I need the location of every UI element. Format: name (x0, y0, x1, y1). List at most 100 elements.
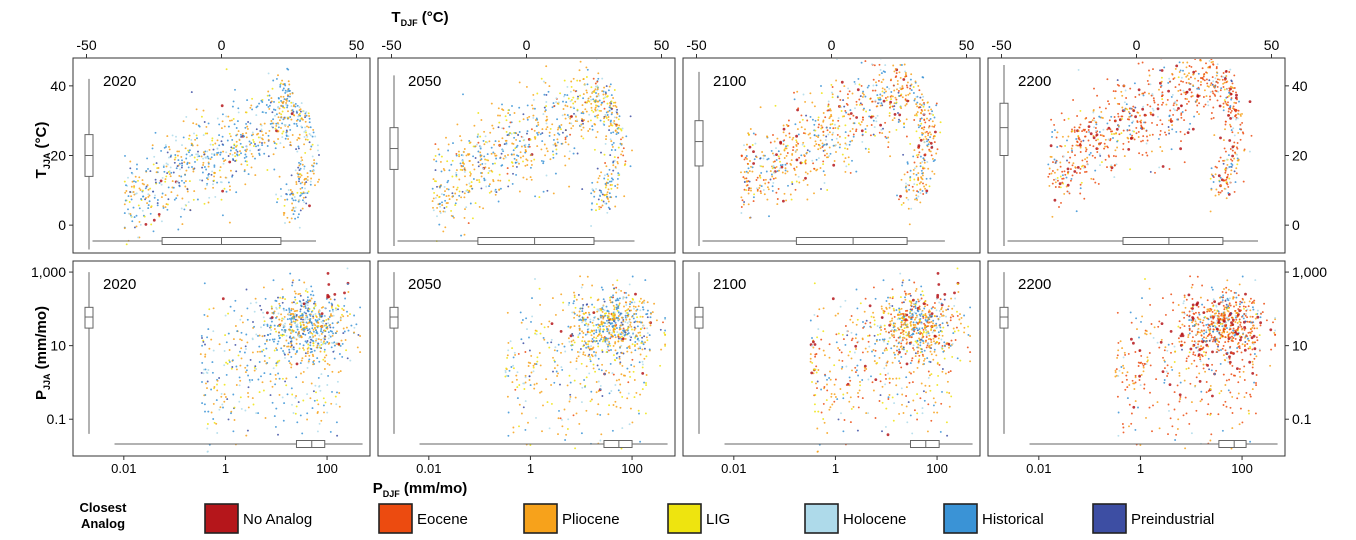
data-point (1227, 114, 1230, 117)
data-point (1108, 155, 1111, 158)
data-point (446, 187, 448, 190)
data-point (163, 146, 166, 149)
data-point (1161, 41, 1163, 43)
data-point (1161, 103, 1163, 106)
data-point (505, 130, 508, 133)
data-point (223, 187, 226, 190)
data-point (189, 209, 192, 212)
data-point (314, 135, 317, 138)
data-point (268, 356, 271, 359)
data-point (513, 136, 516, 139)
data-point (458, 155, 461, 158)
data-point (1190, 95, 1193, 98)
data-point (306, 291, 309, 293)
data-point (516, 386, 519, 389)
data-point (1229, 105, 1232, 107)
data-point (1192, 84, 1195, 87)
data-point (308, 358, 311, 361)
data-point (587, 99, 590, 102)
data-point (302, 344, 305, 347)
data-point (886, 95, 889, 98)
data-point (639, 309, 642, 312)
data-point (1104, 145, 1107, 148)
data-point (1120, 132, 1123, 135)
data-point (532, 93, 535, 96)
data-point (270, 316, 274, 319)
data-point (874, 99, 877, 102)
data-point (268, 107, 271, 110)
data-point (762, 179, 765, 181)
data-point (1208, 59, 1211, 62)
data-point (606, 95, 608, 98)
data-point (295, 314, 298, 316)
data-point (610, 132, 613, 134)
data-point (288, 83, 291, 86)
data-point (296, 172, 299, 175)
data-point (441, 201, 443, 204)
data-point (1227, 185, 1230, 188)
data-point (527, 145, 530, 148)
data-point (130, 185, 133, 188)
data-point (1107, 138, 1110, 141)
data-point (268, 94, 271, 97)
data-point (895, 128, 898, 131)
data-point (846, 93, 849, 96)
data-point (275, 330, 278, 333)
data-point (569, 334, 573, 338)
top-axis-title: TDJF (°C) (391, 9, 448, 28)
data-point (207, 410, 210, 413)
data-point (598, 189, 601, 192)
data-point (1171, 124, 1174, 127)
data-point (777, 155, 780, 158)
data-point (296, 309, 299, 312)
x-box (295, 440, 326, 448)
data-point (600, 199, 603, 202)
data-point (313, 162, 316, 165)
data-point (474, 202, 477, 205)
data-point (261, 142, 263, 144)
data-point (855, 130, 858, 133)
data-point (567, 97, 570, 100)
data-point (321, 343, 324, 345)
data-point (359, 306, 362, 309)
data-point (318, 360, 321, 363)
data-point (1056, 168, 1059, 171)
data-point (598, 109, 601, 112)
data-point (813, 192, 815, 195)
data-point (294, 206, 297, 209)
data-point (789, 162, 792, 165)
data-point (616, 309, 619, 312)
data-point (317, 321, 320, 324)
data-point (1132, 105, 1135, 108)
data-point (909, 87, 912, 90)
data-point (245, 288, 248, 291)
data-point (1206, 100, 1209, 103)
data-point (215, 399, 218, 402)
data-point (605, 195, 608, 198)
data-point (515, 138, 518, 141)
data-point (1205, 62, 1207, 65)
data-point (1098, 131, 1101, 133)
data-point (616, 108, 619, 111)
data-point (1074, 166, 1077, 169)
data-point (333, 341, 336, 344)
data-point (1176, 118, 1179, 121)
data-point (1109, 138, 1112, 140)
data-point (273, 328, 276, 330)
data-point (1050, 172, 1053, 175)
data-point (563, 95, 565, 98)
data-point (320, 330, 322, 333)
data-point (1140, 119, 1143, 122)
data-point (787, 184, 789, 187)
data-point (577, 97, 579, 100)
data-point (1159, 129, 1162, 132)
data-point (290, 323, 293, 326)
data-point (178, 185, 181, 188)
data-point (207, 178, 209, 181)
data-point (304, 114, 307, 117)
data-point (1197, 72, 1200, 75)
data-point (203, 313, 206, 316)
data-point (593, 91, 596, 93)
data-point (320, 315, 323, 318)
data-point (899, 94, 902, 97)
